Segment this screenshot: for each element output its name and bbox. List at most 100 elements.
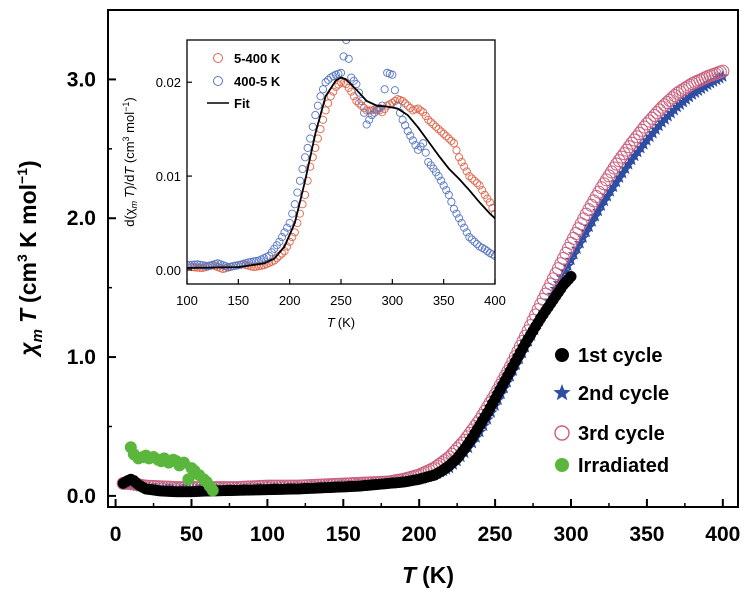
inset-point-5-400: [360, 103, 369, 113]
inset-y-axis: 0.00 0.01 0.02: [156, 75, 192, 278]
inset-point-5-400: [431, 122, 441, 131]
inset-point-5-400: [444, 134, 453, 143]
inset-point-5-400: [388, 98, 397, 107]
inset-point-400-5: [380, 85, 389, 94]
inset-legend-marker-5-400: [213, 53, 223, 63]
inset-point-400-5: [472, 240, 482, 249]
inset-point-400-5: [442, 186, 451, 195]
inset-point-400-5: [316, 92, 325, 101]
inset-point-5-400: [306, 162, 315, 171]
data-point-3rd-cycle: [597, 177, 611, 191]
data-point-3rd-cycle: [587, 194, 601, 208]
main-x-tick-label: 50: [180, 523, 203, 546]
main-y-axis-label: χmT (cm3 K mol−1): [14, 160, 46, 358]
inset-point-5-400: [452, 146, 461, 155]
inset-point-5-400: [470, 176, 479, 185]
inset-legend-label-5-400: 5-400 K: [234, 51, 281, 66]
inset-point-5-400: [460, 162, 469, 171]
data-point-2nd-cycle: [561, 259, 575, 271]
main-y-tick-label: 1.0: [67, 346, 96, 369]
inset-point-400-5: [285, 218, 294, 228]
inset-x-tick-label: 250: [330, 293, 352, 308]
inset-point-400-5: [362, 120, 371, 129]
inset-x-tick-label: 200: [279, 293, 301, 308]
inset-point-400-5: [324, 75, 333, 84]
data-point-2nd-cycle: [677, 95, 690, 108]
inset-point-400-5: [357, 96, 366, 106]
inset-point-400-5: [375, 103, 384, 113]
inset-point-400-5: [467, 235, 476, 244]
data-point-3rd-cycle: [632, 127, 646, 141]
inset-point-5-400: [354, 99, 364, 108]
data-point-3rd-cycle: [599, 173, 613, 187]
inset-point-400-5: [313, 101, 322, 110]
inset-point-400-5: [344, 54, 353, 63]
inset-point-5-400: [413, 104, 423, 113]
inset-y-label-d1: d(χ: [122, 208, 137, 227]
data-point-3rd-cycle: [620, 143, 634, 157]
inset-point-400-5: [406, 131, 415, 140]
inset-point-400-5: [367, 111, 376, 120]
inset-point-5-400: [401, 99, 410, 108]
inset-point-5-400: [362, 106, 371, 115]
inset-point-400-5: [275, 237, 284, 246]
main-x-tick-label: 200: [402, 523, 437, 546]
inset-point-5-400: [475, 181, 484, 190]
inset-point-400-5: [439, 181, 448, 190]
data-point-2nd-cycle: [701, 78, 714, 91]
inset-point-5-400: [449, 139, 458, 148]
inset-point-5-400: [429, 120, 438, 129]
data-point-2nd-cycle: [686, 88, 699, 100]
data-point-3rd-cycle: [584, 198, 598, 212]
main-y-label-T: T: [15, 307, 41, 323]
inset-point-5-400: [488, 203, 495, 213]
inset-point-400-5: [290, 200, 299, 209]
inset-point-5-400: [437, 127, 446, 136]
inset-point-400-5: [354, 88, 364, 97]
inset-point-5-400: [293, 218, 302, 228]
data-point-1st-cycle: [565, 271, 577, 283]
inset-point-400-5: [447, 197, 456, 206]
main-y-tick-label: 0.0: [67, 485, 96, 508]
inset-y-label-unit-post: ): [122, 97, 137, 101]
inset-x-axis: 100 150 200 250 300 350 400: [176, 279, 506, 308]
main-legend: 1st cycle 2nd cycle 3rd cycle Irradiated: [553, 345, 669, 477]
data-point-2nd-cycle: [680, 93, 693, 105]
inset-x-tick-label: 150: [227, 293, 249, 308]
inset-point-400-5: [419, 139, 428, 148]
data-point-2nd-cycle: [577, 231, 590, 243]
inset-point-400-5: [370, 108, 379, 117]
inset-y-label-sup: −1: [121, 102, 131, 112]
main-x-label-unit: (K): [422, 562, 454, 588]
inset-point-400-5: [295, 176, 304, 185]
inset-legend: 5-400 K 400-5 K Fit: [207, 51, 281, 111]
inset-y-tick-label: 0.02: [156, 75, 181, 90]
data-point-3rd-cycle: [663, 93, 677, 107]
inset-point-5-400: [357, 101, 366, 110]
inset-point-400-5: [480, 245, 489, 254]
data-point-2nd-cycle: [674, 98, 687, 110]
main-y-axis: 0.0 1.0 2.0 3.0: [67, 9, 116, 508]
inset-point-5-400: [472, 179, 482, 188]
data-point-irradiated: [182, 473, 195, 486]
data-point-2nd-cycle: [573, 236, 587, 249]
inset-fit-line: [187, 76, 495, 269]
data-point-3rd-cycle: [665, 91, 679, 105]
main-y-label-sup3: 3: [14, 254, 30, 262]
inset-point-400-5: [365, 115, 374, 124]
main-y-tick-label: 3.0: [67, 68, 96, 91]
data-point-2nd-cycle: [698, 80, 711, 93]
inset-point-400-5: [283, 223, 292, 232]
data-point-3rd-cycle: [630, 130, 644, 144]
inset-data-layer: [187, 40, 495, 274]
data-point-3rd-cycle: [655, 100, 669, 114]
inset-point-5-400: [447, 136, 456, 145]
main-y-label-sub: m: [29, 329, 46, 342]
main-y-label-unit-pre: (cm: [15, 262, 41, 303]
inset-point-400-5: [336, 68, 346, 77]
data-point-3rd-cycle: [582, 203, 596, 217]
main-x-tick-label: 400: [705, 523, 740, 546]
inset-point-5-400: [403, 101, 412, 110]
inset-point-400-5: [372, 106, 381, 115]
main-x-tick-label: 0: [110, 523, 122, 546]
